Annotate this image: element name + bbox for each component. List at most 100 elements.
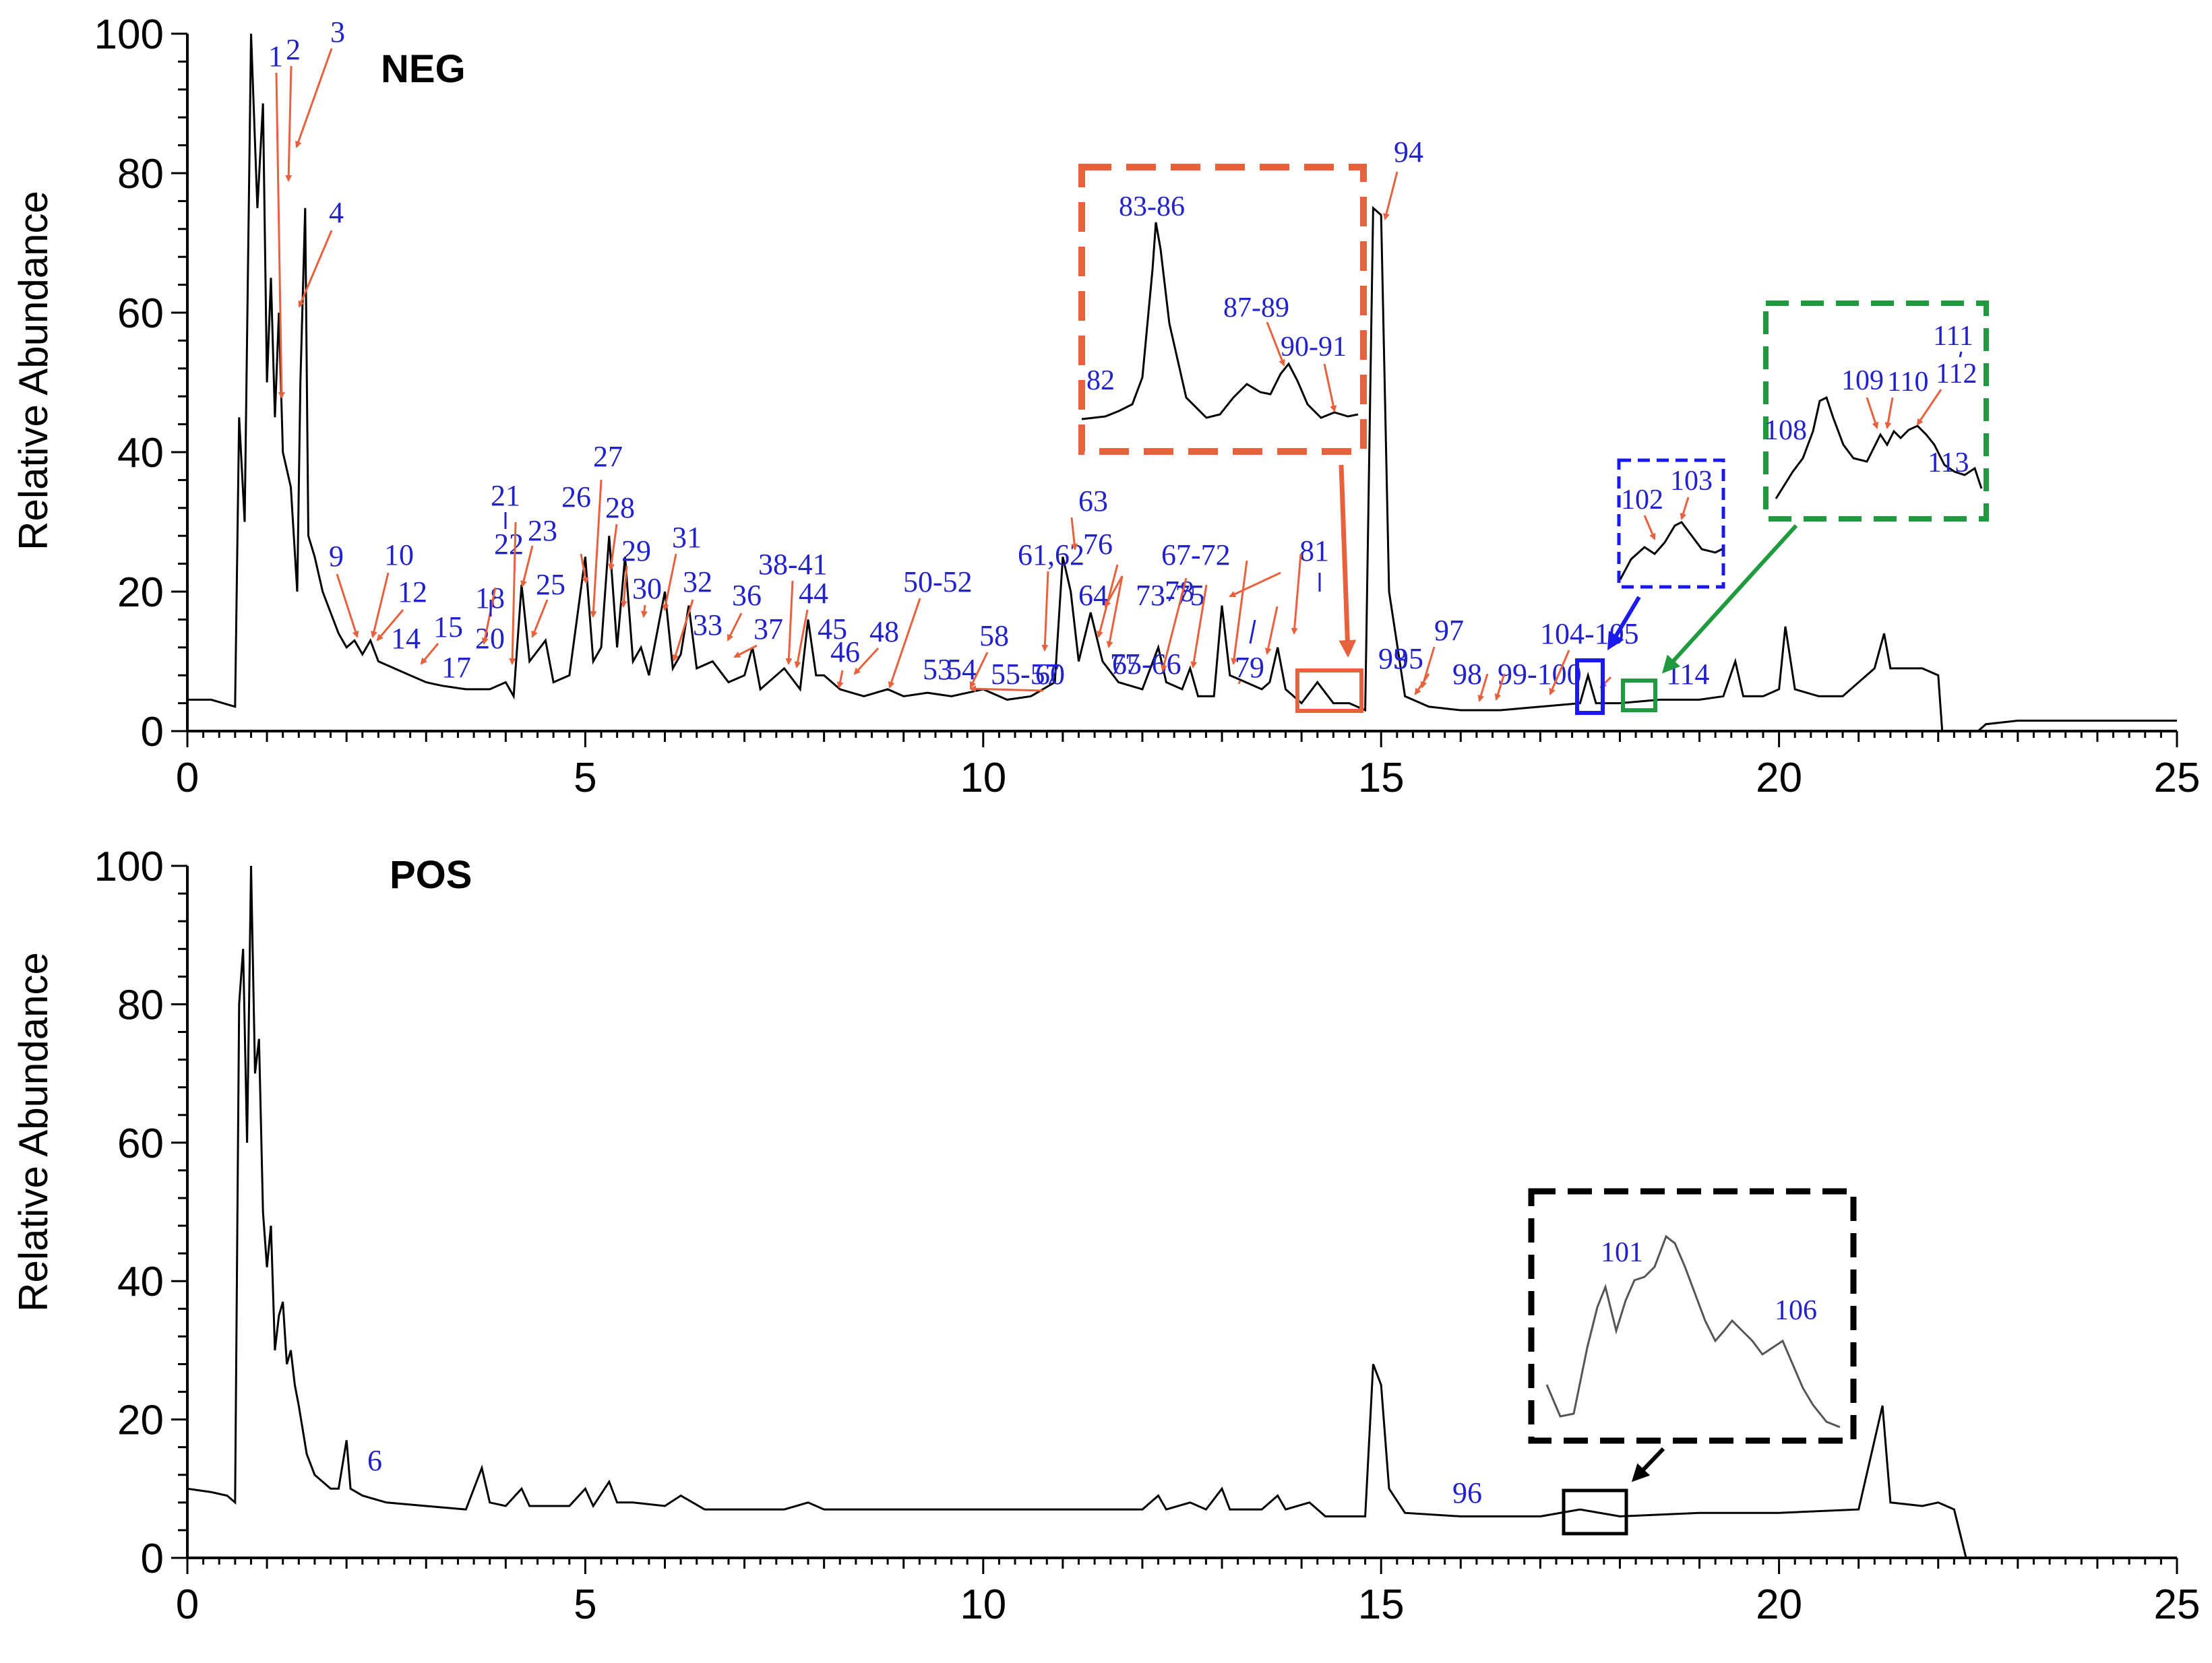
peak-label: 6 [367,1444,382,1477]
peak-arrow [672,599,694,662]
neg-x-tick-label: 5 [574,755,596,801]
inset-trace [1545,1234,1841,1429]
peak-arrow [1231,560,1248,665]
peak-label: 50-52 [903,565,973,598]
neg-chromatogram: 0 5 10 15 20 25 0 20 40 60 80 100 NEG Relative Abun… [11,11,2200,801]
peak-label: 95 [1394,642,1423,675]
peak-arrow [1161,577,1188,672]
inset-label: 111 [1933,321,1973,352]
peak-arrow [1229,571,1281,598]
pos-y-tick-label: 0 [141,1536,164,1582]
neg-x-tick-label: 25 [2154,755,2201,801]
neg-x-tick-label: 10 [960,755,1006,801]
peak-label: 58 [979,619,1009,652]
peak-label: 23 [528,514,557,547]
inset-box-green [1763,301,1989,522]
peak-label: 54 [947,653,977,686]
peak-label: 63 [1078,484,1108,517]
peak-label: 94 [1394,135,1423,168]
inset-label: 90-91 [1281,332,1347,363]
peak-label: 67-72 [1161,538,1231,571]
inset-trace [1081,222,1359,420]
peak-arrow [509,522,517,665]
peak-label: 99-100 [1498,658,1582,691]
neg-axes: 0 5 10 15 20 25 0 20 40 60 80 100 [94,11,2201,801]
peak-label: 81 [1299,534,1329,567]
peak-arrow [336,573,359,638]
pos-y-tick-label: 20 [117,1398,164,1444]
neg-x-tick-label: 0 [176,755,199,801]
pos-x-tick-label: 15 [1358,1581,1405,1628]
inset-label: 109 [1841,365,1884,396]
peak-arrow [969,652,989,689]
peak-arrow [1494,673,1506,701]
inset-label: 82 [1086,365,1115,396]
peak-label: 96 [1452,1476,1482,1509]
pos-mode-label: POS [390,853,472,897]
peak-label: 1 [268,40,283,73]
inset-arrow [1884,397,1894,429]
pos-x-tick-label: 5 [574,1581,596,1628]
peak-arrow [733,644,758,658]
peak-label: 22 [494,528,524,561]
peak-arrow [1291,553,1302,635]
peak-label: 53 [923,653,952,686]
neg-mode-label: NEG [381,47,466,91]
peak-arrow [371,572,390,638]
inset-box-black [1528,1188,1857,1444]
peak-label: 3 [330,15,345,49]
neg-y-tick-label: 80 [117,151,164,197]
peak-label: 97 [1434,614,1464,647]
peak-label: 17 [441,651,471,684]
peak-arrow [1264,606,1279,655]
peak-label: 44 [799,577,828,610]
peak-label: 36 [732,579,762,612]
neg-x-tick-label: 20 [1756,755,1802,801]
inset-arrow [1680,497,1690,520]
neg-y-tick-label: 60 [117,290,164,337]
peak-label: 65-66 [1112,648,1181,681]
inset-connector-arrow [1339,464,1357,658]
peak-label: 93 [1378,642,1408,675]
peak-arrow [520,545,534,588]
peak-label: 60 [1035,658,1065,691]
peak-arrow [580,553,589,584]
peak-label: 4 [329,196,344,229]
peak-arrow [1383,171,1399,220]
inset-arrow [1916,389,1942,426]
peak-arrow [836,670,844,689]
inset-label: 113 [1928,447,1969,478]
peak-arrow [608,524,618,571]
inset-box-blue [1617,458,1725,589]
neg-inset-orange: 83-86 87-89 90-91 82 [1078,164,1367,713]
peak-arrow [853,647,880,675]
peak-label: 9 [329,540,344,573]
peak-label: 48 [869,615,899,648]
peak-label: 28 [605,491,635,524]
peak-arrow [1041,571,1049,652]
peak-arrow [285,65,293,182]
peak-label: 46 [830,635,860,668]
pos-x-tick-label: 25 [2154,1581,2201,1628]
peak-label: 2 [286,33,301,66]
peak-arrow [1237,680,1241,685]
region-box-green [1621,679,1657,712]
peak-arrow [531,599,549,638]
peak-arrow [420,643,439,665]
neg-y-axis-title: Relative Abundance [11,191,56,551]
peak-arrow [620,565,628,608]
inset-connector-arrow [1607,596,1641,651]
neg-y-tick-label: 20 [117,569,164,616]
peak-label: 10 [384,538,414,571]
peak-arrow [662,553,677,611]
group-tick [1959,351,1963,358]
peak-label: 30 [632,572,662,605]
peak-arrow [298,230,333,308]
peak-arrow [1549,650,1570,695]
peak-label: 14 [391,622,421,655]
inset-connector-arrow [1631,1447,1665,1482]
pos-y-axis-title: Relative Abundance [11,952,56,1312]
peak-arrow [1106,575,1124,648]
inset-label: 110 [1887,367,1928,398]
